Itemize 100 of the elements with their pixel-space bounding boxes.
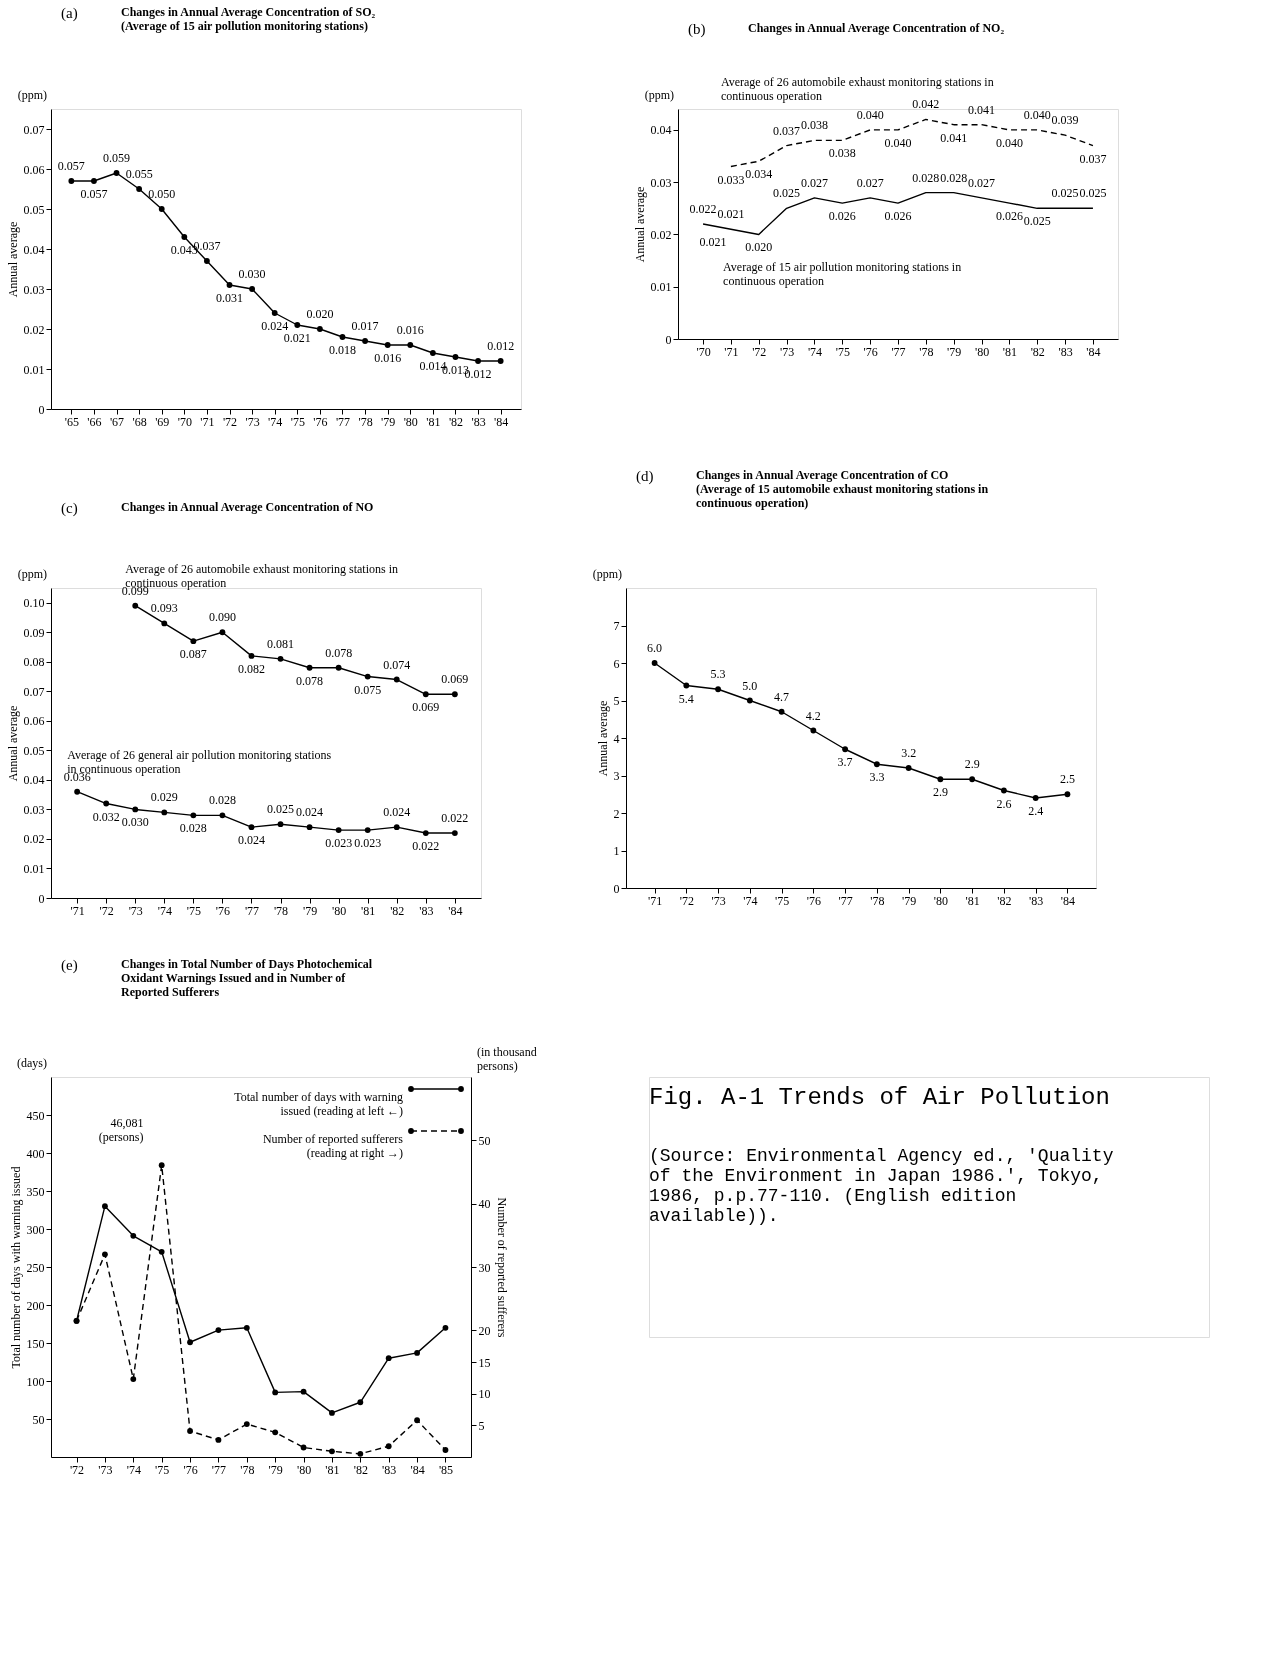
data-label: 0.026 xyxy=(884,209,912,224)
point xyxy=(161,809,168,816)
x-tick-label: '83 xyxy=(419,903,434,918)
x-tick-label: '71 xyxy=(648,893,663,908)
chart-title: Changes in Annual Average Concentration of NO₂ xyxy=(748,21,1005,35)
data-label: 0.024 xyxy=(237,833,265,848)
point xyxy=(842,746,849,753)
data-label: 2.5 xyxy=(1059,772,1075,787)
y-tick-label: 4 xyxy=(613,731,620,746)
data-label: 0.069 xyxy=(441,672,469,687)
x-tick-label: '73 xyxy=(245,414,260,429)
point xyxy=(300,1444,307,1451)
point xyxy=(1000,787,1007,794)
data-label: 0.027 xyxy=(800,175,828,190)
point xyxy=(190,638,197,645)
chart-title: Changes in Annual Average Concentration of CO xyxy=(696,468,949,482)
point xyxy=(294,322,301,328)
y-tick-label: 0.03 xyxy=(23,802,45,817)
point xyxy=(683,682,690,689)
x-tick-label: '82 xyxy=(997,893,1012,908)
point xyxy=(300,1388,307,1395)
point xyxy=(937,776,944,783)
y-axis-title: Annual average xyxy=(5,705,20,782)
y-tick-label: 5 xyxy=(613,694,620,708)
x-tick-label: '67 xyxy=(109,414,125,429)
y-tick-label: 400 xyxy=(26,1146,45,1161)
x-tick-label: '75 xyxy=(835,344,850,359)
point xyxy=(414,1417,420,1424)
data-label: 0.057 xyxy=(80,187,108,201)
text: (d) xyxy=(636,468,654,485)
y2-tick-label: 30 xyxy=(478,1260,491,1275)
x-tick-label: '78 xyxy=(870,893,885,908)
data-label: 0.020 xyxy=(306,307,334,321)
x-tick-label: '72 xyxy=(69,1462,85,1477)
point xyxy=(103,800,110,807)
chart-title: Changes in Total Number of Days Photochemical Oxidant Warnings Issued and in Number of Reported Sufferers xyxy=(121,957,373,999)
data-label: 5.0 xyxy=(742,678,758,693)
data-label: 0.078 xyxy=(325,645,353,660)
data-label: 0.024 xyxy=(383,805,411,820)
data-label: 0.037 xyxy=(773,123,801,138)
y-tick-label: 0.07 xyxy=(23,684,45,699)
point xyxy=(204,258,210,264)
data-label: 0.021 xyxy=(699,235,727,250)
point xyxy=(316,326,323,332)
y-tick-label: 0.04 xyxy=(23,773,45,788)
data-label: 0.090 xyxy=(208,610,236,625)
point xyxy=(335,827,342,833)
data-label: 0.037 xyxy=(1079,151,1107,166)
point xyxy=(715,686,722,693)
point xyxy=(277,655,284,662)
x-tick-label: '80 xyxy=(296,1462,312,1477)
point xyxy=(362,338,368,344)
x-tick-label: '82 xyxy=(390,903,405,918)
point xyxy=(277,821,284,828)
y-tick-label: 0 xyxy=(38,891,45,906)
data-label: 0.022 xyxy=(689,202,717,216)
x-tick-label: '69 xyxy=(155,414,170,429)
point xyxy=(248,653,255,659)
y-tick-label: 0.04 xyxy=(23,242,45,257)
y2-tick-label: 10 xyxy=(478,1387,491,1402)
point xyxy=(385,1355,392,1362)
chart-subtitle: (Average of 15 automobile exhaust monitoring stations in continuous operation) xyxy=(696,482,989,510)
y-tick-label: 0 xyxy=(613,881,620,896)
point xyxy=(357,1399,364,1406)
x-tick-label: '78 xyxy=(273,903,289,918)
x-tick-label: '76 xyxy=(215,903,230,918)
point xyxy=(74,788,81,795)
data-label: 0.025 xyxy=(1051,186,1079,201)
x-tick-label: '84 xyxy=(1060,893,1075,908)
point xyxy=(452,354,459,360)
point xyxy=(339,334,346,340)
point xyxy=(181,234,188,240)
y2-tick-label: 5 xyxy=(478,1418,485,1433)
data-label: 0.038 xyxy=(828,146,856,161)
point xyxy=(422,691,429,698)
y-tick-label: 200 xyxy=(26,1298,45,1313)
y-axis-title: Annual average xyxy=(632,186,647,263)
data-label: 0.026 xyxy=(995,209,1023,224)
data-label: 0.074 xyxy=(383,657,411,672)
data-label: 3.3 xyxy=(869,770,885,785)
annotation: 46,081 (persons) xyxy=(98,1115,144,1144)
data-label: 0.028 xyxy=(912,170,940,185)
annotation: 0.021 xyxy=(717,207,745,222)
data-label: 0.081 xyxy=(267,636,295,651)
text: (ppm) xyxy=(592,567,622,581)
x-tick-label: '83 xyxy=(1058,344,1073,359)
x-tick-label: '78 xyxy=(240,1462,255,1477)
data-label: 0.016 xyxy=(396,323,424,337)
point xyxy=(364,673,371,680)
y-tick-label: 0.10 xyxy=(23,596,45,611)
x-tick-label: '79 xyxy=(381,414,396,429)
x-tick-label: '72 xyxy=(679,893,694,908)
data-label: 0.029 xyxy=(150,790,178,805)
x-tick-label: '70 xyxy=(696,344,711,359)
point xyxy=(158,1248,165,1255)
data-label: 0.087 xyxy=(179,647,207,662)
point xyxy=(132,602,139,609)
point xyxy=(873,761,880,768)
text: Average of 15 air pollution monitoring stations in continuous operation xyxy=(723,260,962,289)
x-tick-label: '82 xyxy=(448,414,464,429)
